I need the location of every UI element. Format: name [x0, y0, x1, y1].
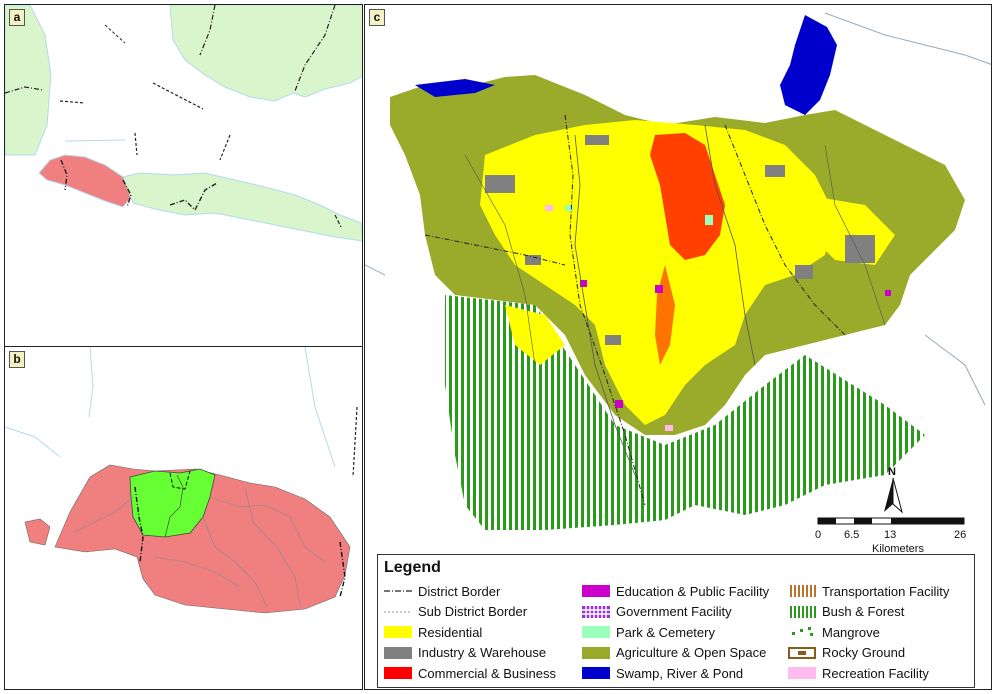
legend-item-residential: Residential [384, 622, 556, 643]
legend-item-agriculture: Agriculture & Open Space [582, 643, 769, 664]
legend-item-district-border: District Border [384, 581, 556, 602]
government-swatch [582, 605, 610, 618]
north-arrow-icon [884, 478, 903, 514]
province-map-panel-b: b [4, 346, 363, 690]
legend-label: Sub District Border [418, 604, 528, 620]
swamp-swatch [582, 667, 610, 680]
commercial-swatch [384, 667, 412, 680]
legend-item-rocky-ground: Rocky Ground [788, 643, 949, 664]
panel-label-a: a [9, 9, 25, 26]
legend-item-bush-forest: Bush & Forest [788, 602, 949, 623]
scale-tick-1: 6.5 [844, 529, 859, 541]
scale-unit: Kilometers [872, 543, 924, 555]
legend-item-education: Education & Public Facility [582, 581, 769, 602]
legend-item-commercial: Commercial & Business [384, 663, 556, 684]
legend-label: Education & Public Facility [616, 583, 770, 599]
legend-item-mangrove: Mangrove [788, 622, 949, 643]
legend-item-industry: Industry & Warehouse [384, 643, 556, 664]
legend-title: Legend [384, 559, 441, 576]
legend-label: Mangrove [822, 624, 880, 640]
legend-label: Rocky Ground [822, 645, 906, 661]
park-swatch [582, 626, 610, 639]
district-border-symbol [384, 590, 412, 592]
west-java-map [5, 347, 358, 614]
recreation-swatch [788, 667, 816, 680]
education-swatch [582, 585, 610, 598]
legend-item-transportation: Transportation Facility [788, 581, 949, 602]
legend-label: District Border [418, 583, 501, 599]
legend-label: Swamp, River & Pond [616, 665, 744, 681]
map-legend: Legend District Border Sub District Bord… [377, 554, 975, 688]
bush-forest-swatch [788, 605, 816, 618]
mangrove-swatch [792, 627, 813, 637]
sub-district-border-symbol [384, 611, 412, 613]
legend-item-government: Government Facility [582, 602, 769, 623]
legend-label: Recreation Facility [822, 665, 929, 681]
scale-tick-3: 26 [954, 529, 966, 541]
panel-label-b: b [9, 351, 25, 368]
scale-tick-2: 13 [884, 529, 896, 541]
legend-label: Bush & Forest [822, 604, 905, 620]
transportation-swatch [788, 585, 816, 598]
jabodetabek-landuse-map [365, 12, 991, 530]
scale-tick-0: 0 [815, 529, 821, 541]
legend-item-park: Park & Cemetery [582, 622, 769, 643]
north-arrow-label: N [888, 466, 896, 478]
panel-label-c: c [369, 9, 385, 26]
north-arrow: N [880, 466, 906, 514]
legend-column-3: Transportation Facility Bush & Forest Ma… [788, 581, 949, 684]
legend-item-recreation: Recreation Facility [788, 663, 949, 684]
legend-label: Industry & Warehouse [418, 645, 547, 661]
legend-label: Residential [418, 624, 483, 640]
overview-map-panel-a: a [4, 4, 363, 348]
residential-swatch [384, 626, 412, 639]
agriculture-swatch [582, 646, 610, 659]
legend-column-2: Education & Public Facility Government F… [582, 581, 769, 684]
legend-label: Commercial & Business [418, 665, 556, 681]
legend-column-1: District Border Sub District Border Resi… [384, 581, 556, 684]
rocky-ground-swatch [788, 646, 816, 659]
legend-label: Park & Cemetery [616, 624, 715, 640]
legend-item-swamp: Swamp, River & Pond [582, 663, 769, 684]
industry-swatch [384, 646, 412, 659]
legend-item-sub-district-border: Sub District Border [384, 602, 556, 623]
java-overview-map [5, 5, 362, 242]
legend-label: Government Facility [616, 604, 732, 620]
legend-label: Transportation Facility [822, 583, 950, 599]
scale-bar: 0 6.5 13 26 Kilometers [814, 514, 974, 560]
legend-label: Agriculture & Open Space [616, 645, 767, 661]
